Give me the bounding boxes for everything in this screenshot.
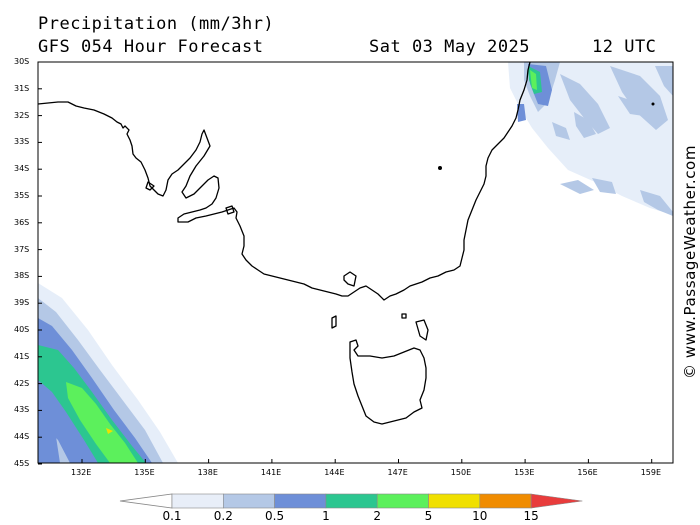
island-outline bbox=[415, 319, 429, 341]
lat-label: 33S bbox=[14, 137, 30, 147]
lon-label: 141E bbox=[260, 468, 282, 477]
legend-swatch bbox=[274, 493, 327, 509]
lat-label: 38S bbox=[14, 271, 30, 281]
lon-label: 150E bbox=[450, 468, 472, 477]
precip-pale-blue bbox=[655, 66, 673, 96]
mainland-coast bbox=[38, 62, 531, 301]
precip-yellow bbox=[106, 428, 113, 434]
precip-green bbox=[66, 382, 138, 463]
precipitation-field bbox=[38, 62, 673, 463]
precip-pale-blue bbox=[640, 190, 673, 216]
lat-label: 42S bbox=[14, 378, 30, 388]
precip-pale-blue bbox=[560, 74, 610, 134]
island-marker bbox=[438, 166, 442, 170]
forecast-time: 12 UTC bbox=[592, 37, 657, 57]
legend-value: 5 bbox=[424, 509, 433, 523]
precip-green bbox=[530, 70, 537, 90]
precip-pale-blue bbox=[560, 180, 594, 194]
tasmania-coast bbox=[349, 339, 427, 425]
legend-value: 0.2 bbox=[213, 509, 233, 523]
lat-label: 43S bbox=[14, 405, 30, 415]
lat-label: 45S bbox=[14, 459, 30, 468]
lat-label: 41S bbox=[14, 351, 30, 361]
precip-pale-blue bbox=[552, 122, 570, 140]
legend-swatch bbox=[376, 493, 429, 509]
precip-pale-blue bbox=[610, 66, 668, 130]
lon-label: 147E bbox=[387, 468, 408, 477]
lat-label: 35S bbox=[14, 191, 30, 200]
legend-value: 1 bbox=[322, 509, 330, 523]
legend-swatch bbox=[171, 493, 224, 509]
lon-label: 132E bbox=[71, 468, 92, 477]
forecast-label: GFS 054 Hour Forecast bbox=[38, 37, 264, 57]
axis-ticks bbox=[38, 61, 653, 465]
legend-value: 2 bbox=[373, 509, 382, 523]
legend-swatch bbox=[428, 493, 481, 509]
lon-label: 153E bbox=[514, 468, 535, 477]
lat-label: 39S bbox=[14, 298, 30, 308]
legend-swatch bbox=[530, 493, 583, 509]
lat-label: 44S bbox=[14, 432, 30, 442]
precip-blue-west bbox=[38, 418, 60, 463]
legend-value: 15 bbox=[523, 509, 539, 523]
legend-swatch bbox=[479, 493, 532, 509]
precip-pale-blue bbox=[574, 112, 596, 138]
island-outline bbox=[145, 181, 155, 191]
lat-label: 30S bbox=[14, 57, 30, 66]
lon-label: 138E bbox=[197, 468, 218, 477]
island-outline bbox=[225, 205, 235, 215]
lat-label: 34S bbox=[14, 164, 30, 174]
legend-value: 10 bbox=[472, 509, 488, 523]
precipitation-legend bbox=[119, 493, 583, 509]
watermark: © www.PassageWeather.com bbox=[681, 144, 699, 380]
lon-label: 159E bbox=[640, 468, 662, 477]
map-frame bbox=[37, 61, 674, 464]
legend-swatch bbox=[325, 493, 378, 509]
lon-label: 156E bbox=[577, 468, 598, 477]
forecast-date: Sat 03 May 2025 bbox=[369, 37, 531, 57]
map-title: Precipitation (mm/3hr) bbox=[38, 14, 275, 34]
lat-label: 31S bbox=[14, 83, 30, 93]
lat-label: 32S bbox=[14, 110, 30, 120]
precip-blue bbox=[517, 104, 526, 122]
bay-outline bbox=[343, 271, 357, 287]
precip-pale-blue bbox=[618, 96, 644, 116]
legend-min-arrow bbox=[119, 493, 173, 509]
lon-label: 135E bbox=[134, 468, 155, 477]
lat-label: 36S bbox=[14, 217, 30, 227]
island-outline bbox=[401, 313, 407, 319]
legend-value: 0.5 bbox=[265, 509, 285, 523]
island-outline bbox=[331, 315, 337, 329]
lon-label: 144E bbox=[324, 468, 345, 477]
legend-value: 0.1 bbox=[162, 509, 182, 523]
legend-swatch bbox=[223, 493, 275, 509]
precip-blue bbox=[38, 318, 152, 463]
coastline bbox=[38, 62, 531, 425]
precip-pale-blue bbox=[592, 178, 616, 194]
lat-label: 37S bbox=[14, 244, 30, 254]
lat-label: 40S bbox=[14, 325, 30, 334]
island-marker bbox=[651, 102, 655, 106]
